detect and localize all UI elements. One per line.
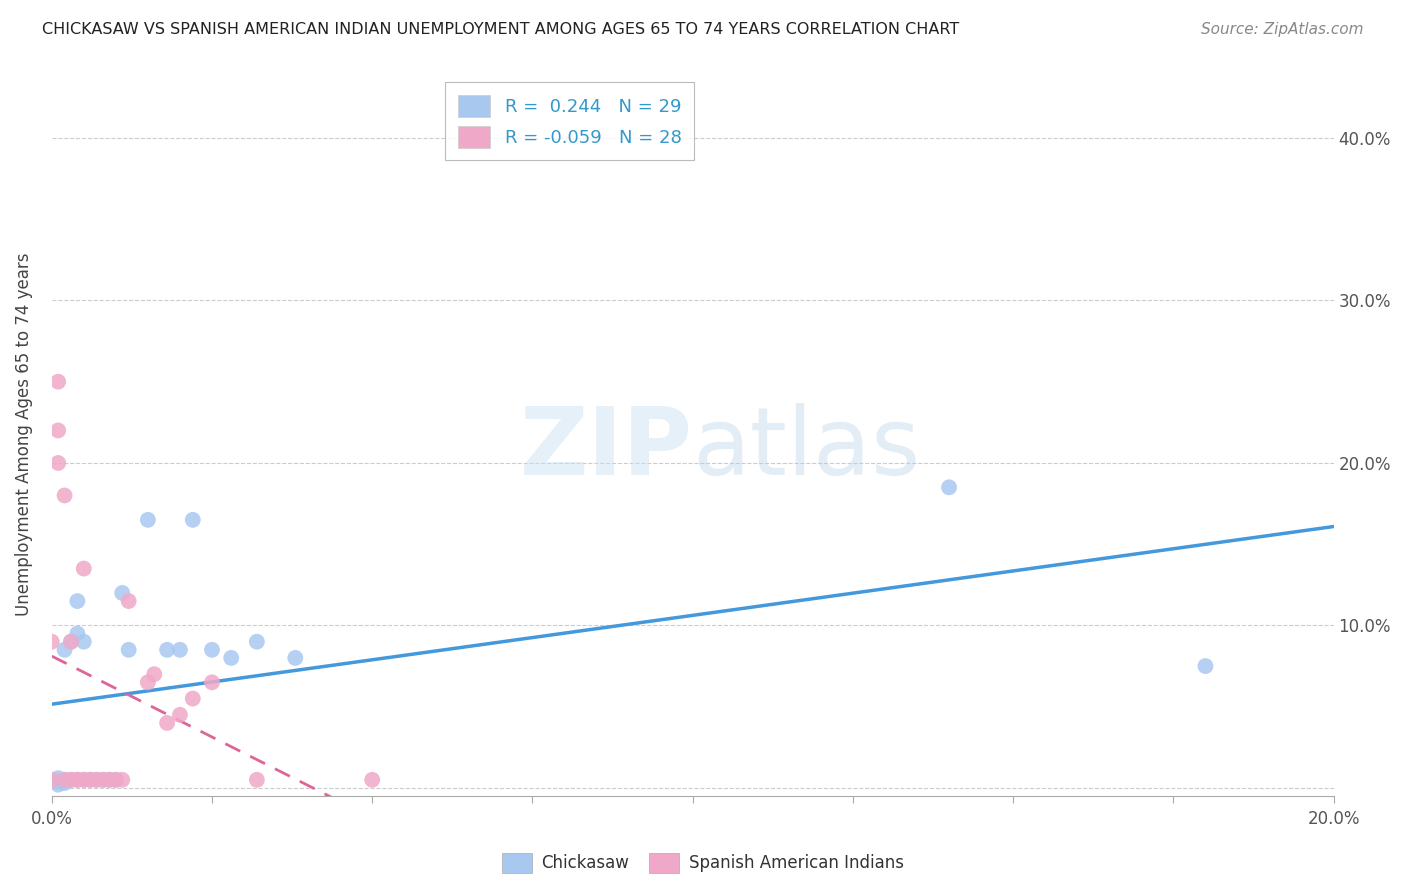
Point [201, 675, 224, 690]
Point [1194, 659, 1216, 673]
Point [361, 772, 384, 787]
Point [104, 772, 127, 787]
Point [169, 642, 191, 657]
Point [136, 513, 159, 527]
Point [246, 772, 269, 787]
Text: ZIP: ZIP [520, 403, 693, 495]
Point [53, 488, 76, 502]
Point [66, 594, 89, 608]
Point [143, 667, 166, 681]
Point [91, 772, 114, 787]
Point [156, 715, 179, 730]
Point [246, 634, 269, 648]
Point [86, 772, 108, 787]
Point [59, 772, 82, 787]
Point [46, 375, 69, 389]
Legend: R =  0.244   N = 29, R = -0.059   N = 28: R = 0.244 N = 29, R = -0.059 N = 28 [446, 82, 695, 161]
Point [53, 772, 76, 787]
Text: atlas: atlas [693, 403, 921, 495]
Point [284, 651, 307, 665]
Point [86, 772, 108, 787]
Point [73, 634, 96, 648]
Point [46, 424, 69, 438]
Point [118, 594, 141, 608]
Point [59, 634, 82, 648]
Point [169, 707, 191, 722]
Point [79, 772, 101, 787]
Text: CHICKASAW VS SPANISH AMERICAN INDIAN UNEMPLOYMENT AMONG AGES 65 TO 74 YEARS CORR: CHICKASAW VS SPANISH AMERICAN INDIAN UNE… [42, 22, 959, 37]
Point [59, 772, 82, 787]
Point [46, 778, 69, 792]
Point [98, 772, 121, 787]
Point [181, 691, 204, 706]
Point [111, 586, 134, 600]
Point [53, 772, 76, 787]
Point [201, 642, 224, 657]
Point [66, 626, 89, 640]
Point [53, 776, 76, 790]
Point [73, 561, 96, 575]
Point [156, 642, 179, 657]
Point [46, 456, 69, 470]
Point [41, 772, 63, 787]
Y-axis label: Unemployment Among Ages 65 to 74 years: Unemployment Among Ages 65 to 74 years [15, 252, 32, 616]
Point [938, 480, 960, 494]
Point [66, 772, 89, 787]
Point [136, 675, 159, 690]
Point [91, 772, 114, 787]
Point [46, 771, 69, 785]
Point [104, 772, 127, 787]
Point [73, 772, 96, 787]
Point [79, 772, 101, 787]
Point [41, 634, 63, 648]
Point [98, 772, 121, 787]
Point [181, 513, 204, 527]
Point [219, 651, 242, 665]
Legend: Chickasaw, Spanish American Indians: Chickasaw, Spanish American Indians [495, 847, 911, 880]
Point [53, 642, 76, 657]
Point [73, 772, 96, 787]
Text: Source: ZipAtlas.com: Source: ZipAtlas.com [1201, 22, 1364, 37]
Point [118, 642, 141, 657]
Point [59, 634, 82, 648]
Point [66, 772, 89, 787]
Point [46, 774, 69, 789]
Point [111, 772, 134, 787]
